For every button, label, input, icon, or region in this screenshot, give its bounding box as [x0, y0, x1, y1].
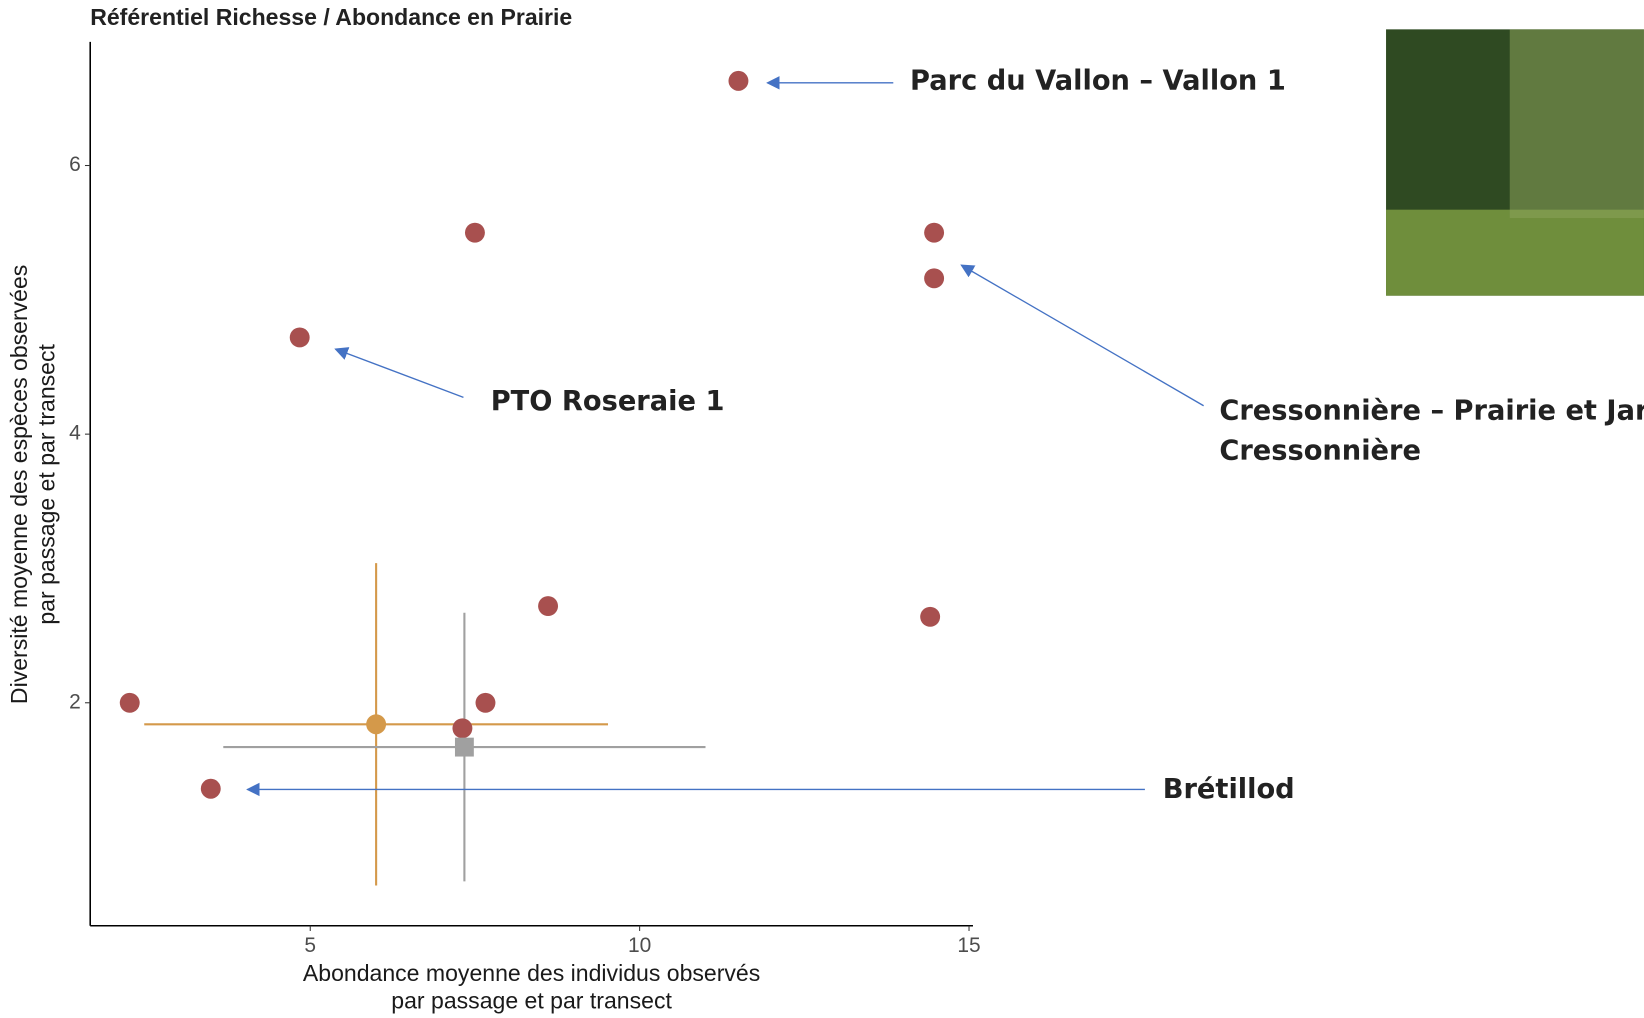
point	[475, 692, 496, 713]
chart-title: Référentiel Richesse / Abondance en Prai…	[90, 4, 572, 30]
point	[920, 606, 941, 627]
point	[452, 718, 473, 739]
point	[119, 692, 140, 713]
y-tick-label: 2	[69, 690, 81, 713]
point	[200, 778, 221, 799]
annotation: Cressonnière – Prairie et Jardin	[1219, 396, 1644, 427]
annotation: Brétillod	[1163, 774, 1295, 805]
point	[924, 268, 945, 289]
annotation: Cressonnière	[1219, 435, 1421, 466]
reference-mark	[454, 737, 474, 757]
annotation: PTO Roseraie 1	[491, 386, 725, 417]
x-tick-label: 5	[304, 934, 316, 957]
photo-grass	[1386, 209, 1644, 296]
point	[464, 222, 485, 243]
point	[924, 222, 945, 243]
point	[289, 327, 310, 348]
annotation-arrow	[334, 347, 464, 398]
y-tick-label: 4	[69, 422, 81, 445]
y-tick-label: 6	[69, 153, 81, 176]
point	[728, 70, 749, 91]
annotation-arrow	[960, 264, 1204, 407]
annotation: Parc du Vallon – Vallon 1	[910, 65, 1286, 96]
x-axis-label: par passage et par transect	[391, 987, 672, 1013]
photo-light	[1509, 29, 1644, 219]
x-tick-label: 15	[957, 934, 980, 957]
y-axis-label: par passage et par transect	[33, 343, 59, 624]
reference-mark	[366, 714, 387, 735]
y-axis-label: Diversité moyenne des espèces observées	[6, 265, 32, 704]
point	[538, 596, 559, 617]
x-axis-label: Abondance moyenne des individus observés	[303, 960, 760, 986]
x-tick-label: 10	[628, 934, 651, 957]
